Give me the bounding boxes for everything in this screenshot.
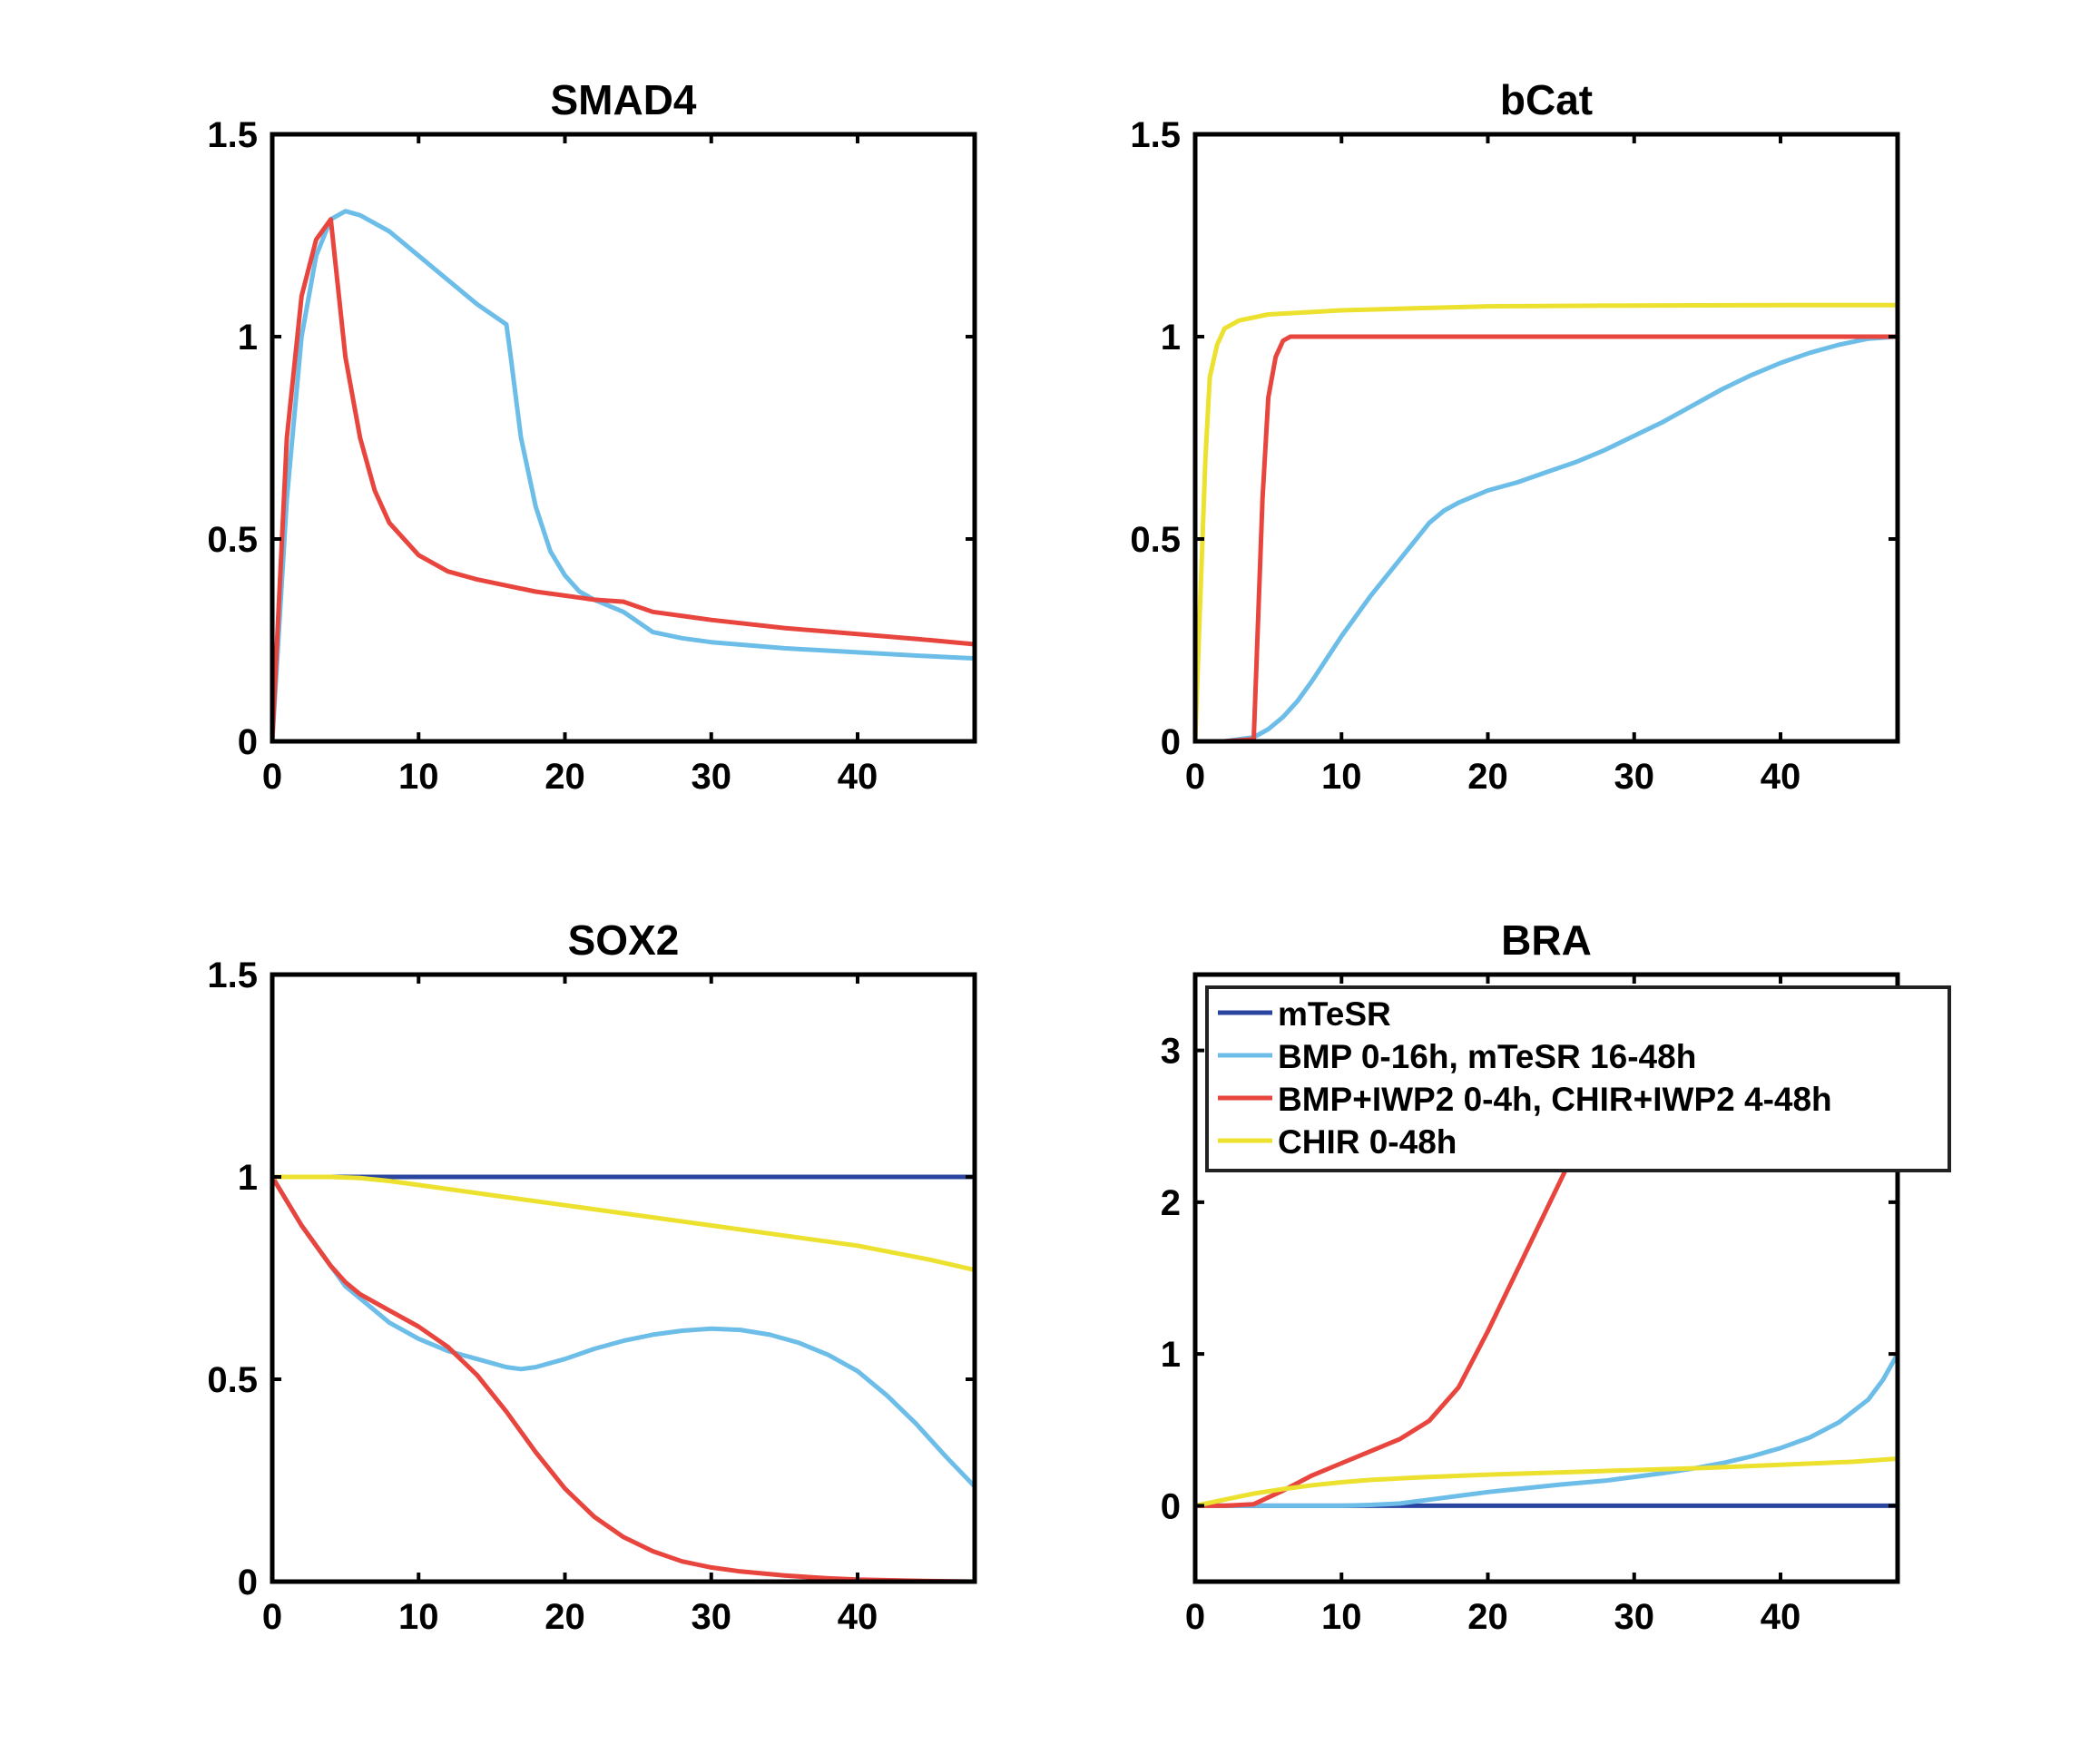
x-tick-label-smad4: 10 bbox=[398, 757, 439, 797]
chart-title-sox2: SOX2 bbox=[568, 916, 680, 964]
y-tick-label-sox2: 0 bbox=[238, 1563, 258, 1602]
y-tick-label-smad4: 1.5 bbox=[207, 115, 258, 155]
series-group-bcat bbox=[1195, 302, 1898, 741]
y-tick-label-bra: 0 bbox=[1161, 1486, 1181, 1526]
legend-label-chir: CHIR 0-48h bbox=[1278, 1123, 1457, 1161]
series-group-bra bbox=[1195, 1085, 1898, 1508]
x-tick-label-bcat: 20 bbox=[1467, 757, 1508, 797]
series-line-bra-bmp bbox=[1195, 1351, 1898, 1508]
x-tick-label-smad4: 40 bbox=[838, 757, 878, 797]
x-tick-label-sox2: 10 bbox=[398, 1597, 439, 1637]
x-tick-label-smad4: 20 bbox=[545, 757, 585, 797]
y-tick-label-bcat: 0 bbox=[1161, 722, 1181, 762]
axes-box-sox2 bbox=[270, 972, 977, 1584]
series-line-bra-bmp-iwp2 bbox=[1195, 1085, 1600, 1508]
y-tick-label-bra: 1 bbox=[1161, 1335, 1181, 1375]
series-line-bcat-bmp-iwp2 bbox=[1195, 334, 1898, 741]
series-line-bcat-chir bbox=[1195, 302, 1898, 741]
chart-sox2: SOX2 0 10 20 30 40 0 0.5 1 1.5 bbox=[207, 916, 977, 1637]
series-line-bcat-bmp bbox=[1195, 334, 1898, 741]
y-tick-label-bra: 2 bbox=[1161, 1183, 1181, 1223]
y-tick-label-smad4: 1 bbox=[238, 318, 258, 358]
x-tick-label-smad4: 0 bbox=[262, 757, 282, 797]
y-tick-label-sox2: 1 bbox=[238, 1158, 258, 1198]
axes-box-bra bbox=[1192, 972, 1900, 1584]
y-tick-label-bcat: 1.5 bbox=[1130, 115, 1181, 155]
chart-bra: BRA 0 10 20 30 40 0 1 2 3 bbox=[1161, 916, 1900, 1637]
x-tick-label-bra: 30 bbox=[1614, 1597, 1655, 1637]
series-line-sox2-bmp bbox=[272, 1174, 975, 1489]
x-tick-label-bcat: 10 bbox=[1321, 757, 1362, 797]
legend-box bbox=[1205, 985, 1951, 1172]
x-tick-label-bra: 0 bbox=[1185, 1597, 1205, 1637]
x-tick-label-bcat: 0 bbox=[1185, 757, 1205, 797]
chart-title-bra: BRA bbox=[1501, 916, 1592, 964]
series-line-sox2-chir bbox=[272, 1174, 975, 1273]
legend-label-bmp: BMP 0-16h, mTeSR 16-48h bbox=[1278, 1038, 1696, 1075]
x-tick-label-sox2: 0 bbox=[262, 1597, 282, 1637]
y-tick-label-smad4: 0 bbox=[238, 722, 258, 762]
y-tick-label-smad4: 0.5 bbox=[207, 520, 258, 560]
x-tick-label-sox2: 30 bbox=[692, 1597, 732, 1637]
x-tick-label-smad4: 30 bbox=[692, 757, 732, 797]
series-group-sox2 bbox=[272, 1174, 975, 1582]
y-tick-label-bcat: 0.5 bbox=[1130, 520, 1181, 560]
axes-box-smad4 bbox=[270, 132, 977, 744]
legend-label-bmp-iwp2: BMP+IWP2 0-4h, CHIR+IWP2 4-48h bbox=[1278, 1081, 1832, 1118]
y-tick-label-bra: 3 bbox=[1161, 1032, 1181, 1072]
chart-title-smad4: SMAD4 bbox=[550, 76, 696, 123]
chart-title-bcat: bCat bbox=[1500, 76, 1593, 123]
y-tick-label-bcat: 1 bbox=[1161, 318, 1181, 358]
x-tick-label-sox2: 20 bbox=[545, 1597, 585, 1637]
x-tick-label-bra: 10 bbox=[1321, 1597, 1362, 1637]
x-tick-label-bra: 20 bbox=[1467, 1597, 1508, 1637]
series-line-smad4-bmp bbox=[272, 209, 975, 741]
x-tick-label-bra: 40 bbox=[1761, 1597, 1801, 1637]
legend-label-mtesr: mTeSR bbox=[1278, 995, 1391, 1033]
x-tick-label-bcat: 40 bbox=[1761, 757, 1801, 797]
legend: mTeSR BMP 0-16h, mTeSR 16-48h BMP+IWP2 0… bbox=[1205, 985, 1951, 1172]
chart-smad4: SMAD4 0 10 20 30 40 0 0.5 1 1.5 bbox=[207, 76, 977, 797]
axes-box-bcat bbox=[1192, 132, 1900, 744]
series-line-sox2-bmp-iwp2 bbox=[272, 1174, 975, 1582]
chart-bcat: bCat 0 10 20 30 40 0 0.5 1 1.5 bbox=[1130, 76, 1900, 797]
y-tick-label-sox2: 1.5 bbox=[207, 956, 258, 995]
series-group-smad4 bbox=[272, 209, 975, 741]
y-tick-label-sox2: 0.5 bbox=[207, 1360, 258, 1400]
x-tick-label-bcat: 30 bbox=[1614, 757, 1655, 797]
series-line-bra-chir bbox=[1195, 1456, 1898, 1508]
x-tick-label-sox2: 40 bbox=[838, 1597, 878, 1637]
series-line-smad4-bmp-iwp2 bbox=[272, 217, 975, 741]
